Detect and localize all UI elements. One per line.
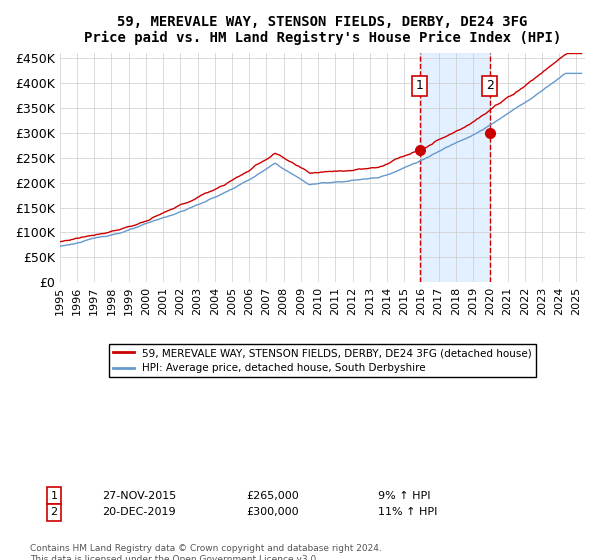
Text: £265,000: £265,000 bbox=[246, 491, 299, 501]
Text: 11% ↑ HPI: 11% ↑ HPI bbox=[378, 507, 437, 517]
Text: 1: 1 bbox=[416, 80, 424, 92]
Bar bbox=[419, 54, 490, 282]
Text: 20-DEC-2019: 20-DEC-2019 bbox=[102, 507, 176, 517]
Text: 2: 2 bbox=[50, 507, 58, 517]
Text: 9% ↑ HPI: 9% ↑ HPI bbox=[378, 491, 431, 501]
Legend: 59, MEREVALE WAY, STENSON FIELDS, DERBY, DE24 3FG (detached house), HPI: Average: 59, MEREVALE WAY, STENSON FIELDS, DERBY,… bbox=[109, 344, 536, 377]
Text: 1: 1 bbox=[50, 491, 58, 501]
Text: £300,000: £300,000 bbox=[246, 507, 299, 517]
Text: Contains HM Land Registry data © Crown copyright and database right 2024.
This d: Contains HM Land Registry data © Crown c… bbox=[30, 544, 382, 560]
Text: 2: 2 bbox=[485, 80, 494, 92]
Title: 59, MEREVALE WAY, STENSON FIELDS, DERBY, DE24 3FG
Price paid vs. HM Land Registr: 59, MEREVALE WAY, STENSON FIELDS, DERBY,… bbox=[83, 15, 561, 45]
Text: 27-NOV-2015: 27-NOV-2015 bbox=[102, 491, 176, 501]
